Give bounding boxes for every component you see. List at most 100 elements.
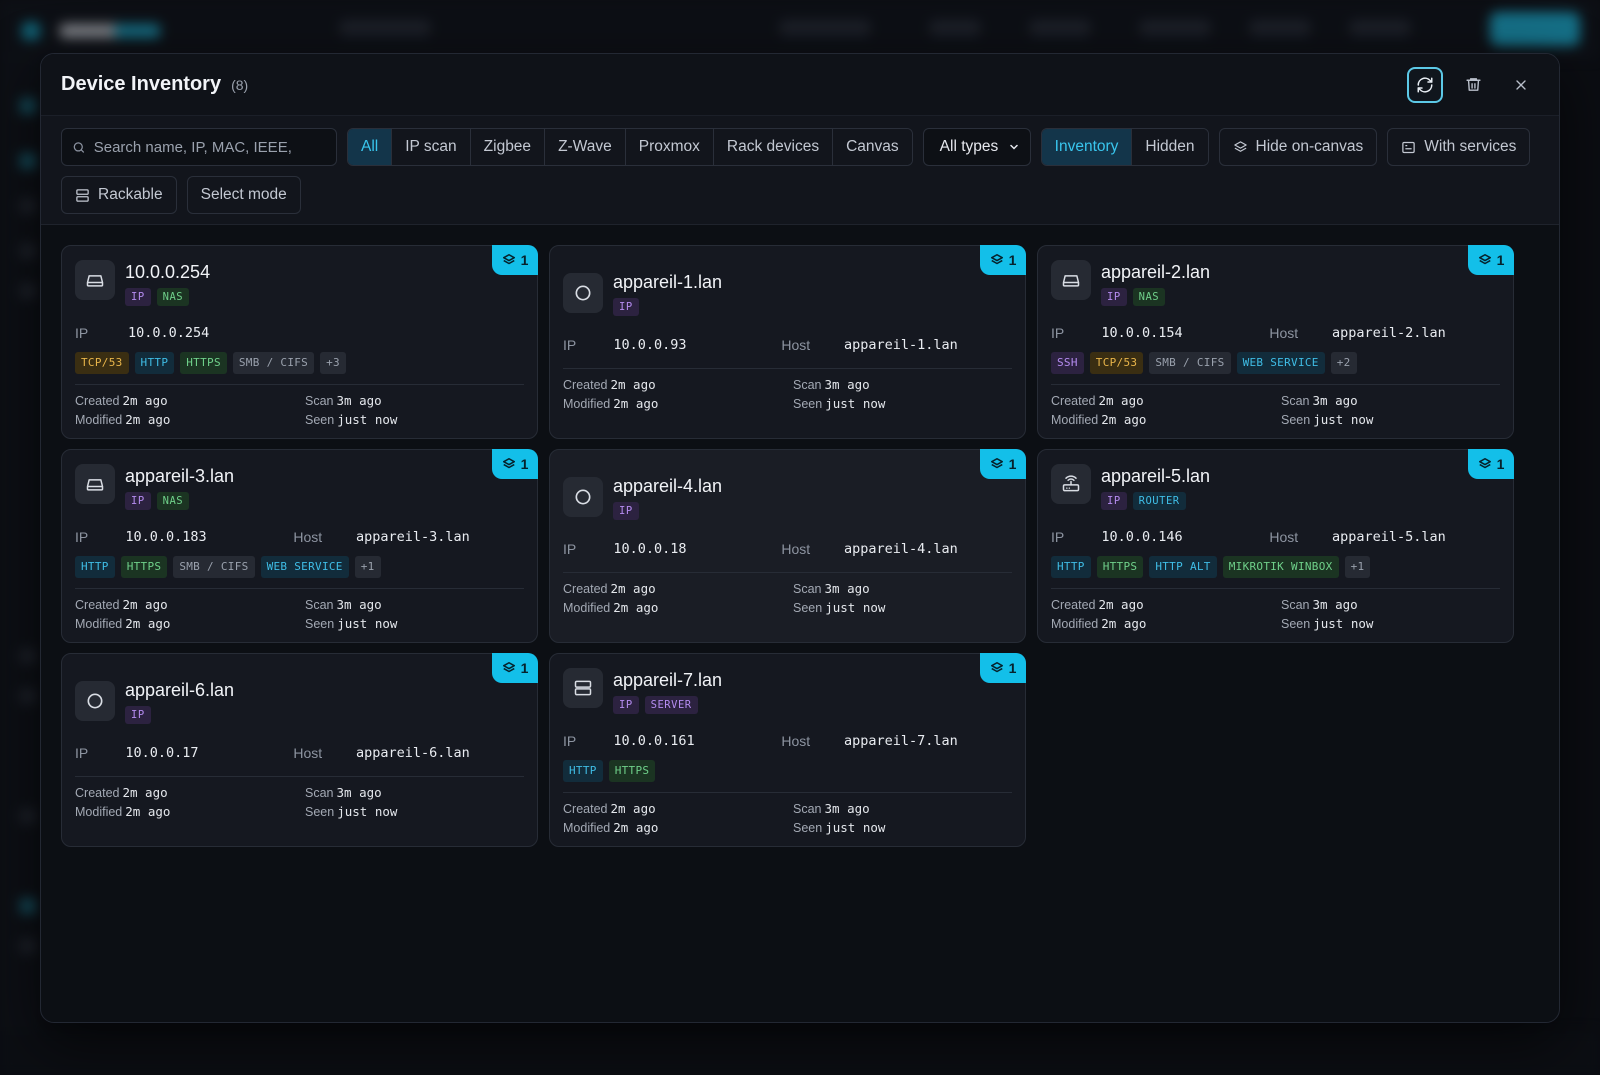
address-row: IP 10.0.0.183 Host appareil-3.lan [75, 524, 524, 550]
created-label: Created [563, 582, 608, 596]
card-title-wrap: 10.0.0.254 IP NAS [125, 260, 210, 306]
canvas-count-badge[interactable]: 1 [492, 245, 538, 275]
seen-value: just now [337, 804, 398, 819]
card-title-wrap: appareil-1.lan IP [613, 270, 722, 316]
layers-icon [502, 661, 515, 673]
created-label: Created [563, 802, 608, 816]
canvas-count: 1 [1008, 660, 1017, 676]
canvas-count-badge[interactable]: 1 [1468, 245, 1514, 275]
card-title-wrap: appareil-3.lan IP NAS [125, 464, 234, 510]
scan-label: Scan [793, 378, 822, 392]
modified-value: 2m ago [613, 600, 659, 615]
card-divider [75, 588, 524, 589]
card-divider [563, 572, 1012, 573]
host-value: appareil-4.lan [843, 541, 958, 557]
canvas-count-badge[interactable]: 1 [492, 653, 538, 683]
services-icon [1402, 141, 1415, 153]
created-value: 2m ago [610, 801, 656, 816]
rackable-button[interactable]: Rackable [61, 176, 177, 214]
canvas-count-badge[interactable]: 1 [1468, 449, 1514, 479]
background-sidebar-icon [20, 283, 36, 299]
modified-label: Modified [563, 397, 611, 411]
host-value: appareil-6.lan [355, 745, 470, 761]
hide-on-canvas-button[interactable]: Hide on-canvas [1218, 128, 1378, 166]
device-tag: IP [125, 492, 151, 510]
circle-icon [575, 489, 591, 505]
card-header: appareil-3.lan IP NAS [75, 464, 524, 520]
service-tag: HTTPS [1096, 556, 1144, 578]
created: Created 2m ago [75, 597, 305, 612]
device-type-icon [563, 668, 603, 708]
service-tag: MIKROTIK WINBOX [1222, 556, 1339, 578]
device-name: appareil-4.lan [613, 476, 723, 496]
scan-value: 3m ago [1312, 393, 1358, 408]
canvas-count: 1 [1008, 252, 1017, 268]
type-select[interactable]: All types [922, 128, 1031, 166]
tab-canvas[interactable]: Canvas [833, 129, 912, 165]
device-card[interactable]: 1 appareil-3.lan IP NAS IP 10.0.0.183 Host appa… [61, 449, 538, 643]
circle-icon [575, 285, 591, 301]
search-box[interactable] [61, 128, 337, 166]
tab-proxmox[interactable]: Proxmox [625, 129, 714, 165]
background-sidebar [0, 58, 40, 1075]
device-type-icon [563, 477, 603, 517]
seen: Seen just now [305, 616, 505, 631]
scan-label: Scan [305, 786, 334, 800]
tab-z-wave[interactable]: Z-Wave [545, 129, 626, 165]
device-tags: IP [613, 502, 722, 520]
canvas-count-badge[interactable]: 1 [980, 245, 1026, 275]
ip-value: 10.0.0.146 [1101, 529, 1183, 545]
seen-label: Seen [1281, 413, 1311, 427]
device-card[interactable]: 1 appareil-6.lan IP IP 10.0.0.17 Host appareil… [61, 653, 538, 847]
device-card[interactable]: 1 appareil-1.lan IP IP 10.0.0.93 Host appareil… [549, 245, 1026, 439]
tab-all[interactable]: All [348, 129, 393, 165]
modal-title: Device Inventory [61, 73, 222, 95]
device-card[interactable]: 1 appareil-2.lan IP NAS IP 10.0.0.154 Host appa… [1037, 245, 1514, 439]
refresh-button[interactable] [1407, 66, 1443, 103]
seen: Seen just now [793, 396, 993, 411]
device-tags: IP NAS [125, 492, 234, 510]
host-value: appareil-5.lan [1331, 529, 1446, 545]
tab-zigbee[interactable]: Zigbee [470, 129, 546, 165]
card-header: appareil-1.lan IP [563, 254, 1012, 332]
canvas-count-badge[interactable]: 1 [980, 449, 1026, 479]
modified: Modified 2m ago [563, 820, 793, 835]
modified-value: 2m ago [125, 804, 171, 819]
device-card[interactable]: 1 appareil-4.lan IP IP 10.0.0.18 Host appareil… [549, 449, 1026, 643]
canvas-count-badge[interactable]: 1 [492, 449, 538, 479]
service-tag: HTTPS [180, 352, 227, 374]
tab-inventory[interactable]: Inventory [1041, 129, 1133, 165]
canvas-count-badge[interactable]: 1 [980, 653, 1026, 683]
device-tag: IP [1101, 288, 1127, 306]
nas-icon [86, 275, 104, 287]
seen: Seen just now [1281, 616, 1481, 631]
device-card[interactable]: 1 appareil-7.lan IP SERVER IP 10.0.0.161 Host a… [549, 653, 1026, 847]
scan-value: 3m ago [1312, 597, 1358, 612]
device-card[interactable]: 1 appareil-5.lan IP ROUTER IP 10.0.0.146 Host a… [1037, 449, 1514, 643]
device-name: 10.0.0.254 [125, 262, 211, 282]
server-icon [574, 680, 592, 696]
address-row: IP 10.0.0.154 Host appareil-2.lan [1051, 320, 1500, 346]
device-card[interactable]: 1 10.0.0.254 IP NAS IP 10.0.0.254 TCP/53 HTTP HT… [61, 245, 538, 439]
close-button[interactable] [1503, 67, 1539, 103]
tab-hidden[interactable]: Hidden [1132, 129, 1208, 165]
seen-label: Seen [793, 821, 823, 835]
host-label: Host [781, 337, 811, 353]
device-tag: IP [125, 288, 151, 306]
with-services-button[interactable]: With services [1387, 128, 1531, 166]
tab-rack-devices[interactable]: Rack devices [713, 129, 834, 165]
seen: Seen just now [1281, 412, 1481, 427]
seen: Seen just now [305, 412, 505, 427]
modified-value: 2m ago [613, 396, 659, 411]
modified-label: Modified [75, 413, 123, 427]
tab-ip-scan[interactable]: IP scan [392, 129, 471, 165]
search-input[interactable] [93, 138, 326, 156]
host-value: appareil-2.lan [1331, 325, 1446, 341]
scan: Scan 3m ago [305, 393, 505, 408]
select-mode-button[interactable]: Select mode [186, 176, 301, 214]
scan-label: Scan [305, 598, 334, 612]
delete-button[interactable] [1455, 67, 1491, 103]
service-tags: SSH TCP/53 SMB / CIFS WEB SERVICE +2 [1051, 352, 1500, 374]
